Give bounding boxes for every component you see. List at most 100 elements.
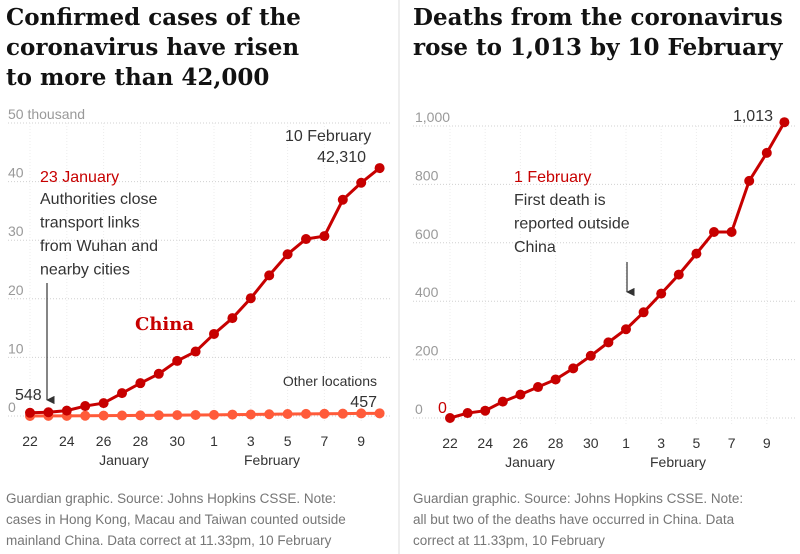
y-tick-label: 600 [415,226,439,242]
data-point [117,388,127,399]
x-month-label: January [99,452,149,468]
data-point [761,147,772,158]
data-point [190,410,201,421]
y-tick-label: 0 [8,399,16,415]
source-note: Guardian graphic. Source: Johns Hopkins … [6,491,336,506]
x-tick-label: 24 [477,435,493,451]
data-label: 1,013 [733,108,773,125]
annotation-text: First death is [514,192,606,209]
x-tick-label: 28 [133,433,149,449]
data-point [98,410,109,421]
chart-title: to more than 42,000 [6,64,269,91]
source-note: Guardian graphic. Source: Johns Hopkins … [413,491,743,506]
x-tick-label: 1 [210,433,218,449]
data-point [621,324,631,335]
data-point [172,410,183,421]
y-tick-label: 30 [8,223,24,239]
data-label: 548 [15,387,42,404]
data-point [356,177,367,188]
data-point [264,409,275,420]
data-point [245,293,256,304]
y-tick-label: 1,000 [415,109,450,125]
x-tick-label: 3 [657,435,665,451]
data-point [227,313,238,324]
x-tick-label: 9 [763,435,771,451]
x-tick-label: 3 [247,433,255,449]
data-point [550,374,561,385]
x-tick-label: 26 [513,435,529,451]
x-tick-label: 5 [693,435,701,451]
x-tick-label: 30 [169,433,185,449]
data-point [98,398,109,409]
data-point [319,408,330,419]
series-label: China [135,314,194,335]
data-point [80,410,91,421]
data-point [172,355,183,366]
source-note: mainland China. Data correct at 11.33pm,… [6,533,332,548]
x-tick-label: 5 [284,433,292,449]
y-tick-label: 40 [8,165,24,181]
data-point [227,409,238,420]
source-note: cases in Hong Kong, Macau and Taiwan cou… [6,512,346,527]
data-point [209,328,219,339]
data-point [135,378,146,389]
annotation-text: Authorities close [40,191,157,208]
y-tick-label: 10 [8,340,24,356]
data-point [497,396,508,407]
x-tick-label: 22 [22,433,38,449]
x-tick-label: 7 [321,433,329,449]
data-point [356,408,367,419]
data-point [445,413,455,423]
x-tick-label: 7 [728,435,736,451]
data-point [61,405,72,416]
x-month-label: January [505,454,555,470]
chart-title: coronavirus have risen [6,34,299,61]
x-tick-label: 26 [96,433,112,449]
annotation-title: 10 February [285,128,371,145]
x-tick-label: 24 [59,433,75,449]
data-point [264,270,275,281]
y-tick-label: 0 [415,401,423,417]
annotation-text: reported outside [514,216,630,233]
y-tick-label: 50 thousand [8,106,85,122]
data-point [337,194,348,205]
annotation-text: from Wuhan and [40,238,158,255]
x-tick-label: 22 [442,435,458,451]
annotation-text: nearby cities [40,262,130,279]
data-point [744,175,755,186]
x-tick-label: 30 [583,435,599,451]
data-point [462,408,473,419]
data-point [209,409,219,420]
data-point [726,226,737,237]
data-point [656,288,667,299]
x-tick-label: 28 [548,435,564,451]
data-point [301,408,311,419]
data-point [80,401,91,412]
data-point [603,337,614,348]
chart-title: rose to 1,013 by 10 February [413,34,783,61]
data-label: 0 [438,400,447,417]
annotation-title: 1 February [514,169,591,186]
data-point [515,389,526,400]
x-month-label: February [244,452,300,468]
data-point [190,346,201,357]
data-point [25,407,35,418]
annotation-title: 23 January [40,169,119,186]
source-note: all but two of the deaths have occurred … [413,512,735,527]
y-tick-label: 200 [415,343,439,359]
data-point [779,117,790,128]
data-point [337,408,348,419]
annotation-text: transport links [40,215,140,232]
data-point [709,226,719,237]
data-point [638,307,649,318]
series-label: Other locations [283,373,377,389]
data-point [533,382,543,393]
data-point [43,407,54,418]
y-tick-label: 800 [415,167,439,183]
data-point [691,248,702,259]
data-point [153,410,164,421]
chart-title: Confirmed cases of the [6,4,301,31]
data-point [301,234,311,245]
data-point [374,408,385,419]
data-point [480,405,491,416]
